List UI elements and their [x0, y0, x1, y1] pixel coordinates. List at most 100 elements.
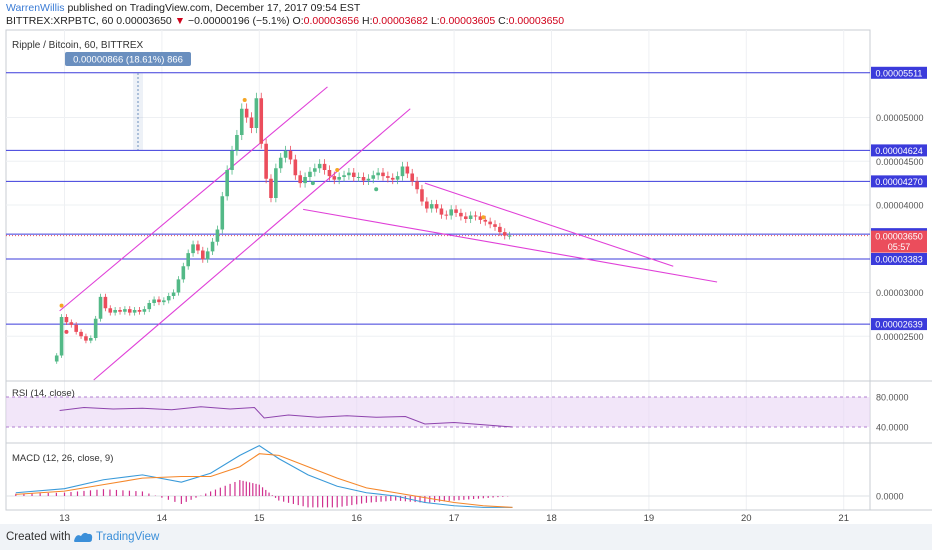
- candle-body: [196, 244, 200, 251]
- price-tick-label: 0.00003000: [876, 288, 924, 298]
- candle-body: [74, 324, 78, 332]
- time-tick-label: 16: [351, 513, 362, 524]
- time-tick-label: 19: [644, 513, 655, 524]
- change-value: −0.00000196 (−5.1%): [188, 15, 290, 27]
- candle-body: [425, 201, 429, 209]
- candle-body: [127, 309, 132, 313]
- candle-body: [356, 177, 361, 178]
- time-tick-label: 21: [838, 513, 849, 524]
- signal-marks: [59, 98, 486, 334]
- candle-body: [201, 250, 205, 260]
- trendline: [59, 86, 328, 312]
- macd-tick-label: 0.0000: [876, 492, 904, 502]
- current-price-tag: 0.00003650: [875, 232, 923, 242]
- chart-canvas[interactable]: 0.000055110.000046240.000042700.00003667…: [0, 0, 932, 524]
- level-price-tag-bg: [871, 252, 927, 265]
- candle-body: [79, 331, 83, 337]
- candle-body: [118, 310, 122, 312]
- candle-body: [488, 221, 492, 225]
- close-value: 0.00003650: [508, 15, 565, 27]
- candle-body: [220, 196, 225, 230]
- candle-body: [483, 219, 488, 222]
- candle-body: [468, 215, 473, 219]
- candle-body: [230, 150, 234, 170]
- candle-body: [454, 209, 458, 213]
- candle-body: [157, 299, 161, 303]
- macd-line: [15, 444, 513, 508]
- candle-body: [386, 176, 390, 178]
- signal-marker: [242, 98, 247, 102]
- signal-marker: [59, 303, 64, 308]
- candle-body: [313, 168, 317, 172]
- trendline: [93, 108, 411, 381]
- author-link[interactable]: WarrenWillis: [6, 2, 65, 14]
- candle-body: [420, 189, 424, 202]
- time-tick-label: 18: [546, 513, 557, 524]
- level-price-tag: 0.00003383: [875, 254, 923, 264]
- level-price-tag: 0.00002639: [875, 320, 923, 330]
- rsi-band: [6, 397, 870, 427]
- candle-body: [288, 150, 293, 160]
- candle-body: [473, 215, 478, 217]
- high-label: H:: [362, 15, 373, 27]
- macd-signal-line: [15, 453, 513, 508]
- measure-label: 0.00000866 (18.61%) 866: [73, 55, 183, 66]
- trendline: [424, 182, 674, 267]
- candle-body: [317, 163, 322, 169]
- candle-body: [332, 176, 337, 180]
- candle-body: [269, 178, 273, 198]
- level-price-tag-bg: [871, 144, 927, 157]
- candle-body: [303, 177, 307, 184]
- publish-line: WarrenWillis published on TradingView.co…: [6, 2, 360, 14]
- tradingview-logo-icon: [74, 532, 93, 542]
- candle-body: [264, 143, 268, 179]
- current-price-tag-bg: [871, 230, 927, 253]
- candle-body: [439, 208, 444, 215]
- candle-body: [308, 171, 312, 177]
- candle-body: [181, 266, 186, 280]
- price-tick-label: 0.00005000: [876, 113, 924, 123]
- footer: Created with TradingView: [0, 524, 932, 550]
- candle-body: [93, 318, 98, 338]
- level-price-tag: 0.00004624: [875, 146, 923, 156]
- candle-body: [381, 172, 385, 177]
- candle-body: [215, 229, 220, 242]
- candle-body: [449, 209, 453, 216]
- level-price-tag: 0.00005511: [876, 68, 923, 78]
- candle-body: [283, 150, 288, 158]
- tradingview-brand-link[interactable]: TradingView: [96, 531, 160, 543]
- candle-body: [210, 241, 215, 252]
- candle-body: [478, 216, 483, 220]
- candle-body: [410, 173, 415, 182]
- low-label: L:: [430, 15, 440, 27]
- candle-body: [113, 310, 117, 313]
- rsi-title: RSI (14, close): [12, 388, 75, 399]
- candle-body: [249, 117, 254, 128]
- candle-body: [186, 253, 190, 267]
- last-price: 0.00003650: [116, 15, 172, 27]
- time-tick-label: 20: [741, 513, 752, 524]
- created-with-label: Created with: [6, 531, 71, 543]
- candle-body: [390, 177, 395, 180]
- candle-body: [395, 176, 400, 180]
- candle-body: [69, 322, 74, 325]
- trendlines: [59, 86, 718, 381]
- candle-body: [108, 308, 113, 313]
- candles: [54, 92, 512, 364]
- candle-body: [293, 159, 298, 176]
- rsi-line: [59, 406, 513, 428]
- candle-body: [64, 317, 69, 323]
- candle-body: [347, 172, 351, 176]
- candle-body: [239, 108, 244, 135]
- change-arrow-icon: ▼: [174, 15, 186, 27]
- candle-body: [84, 336, 88, 341]
- candle-body: [98, 296, 103, 319]
- close-label: C:: [498, 15, 509, 27]
- candle-body: [405, 166, 410, 174]
- level-price-tag-bg: [871, 318, 927, 331]
- open-label: O:: [292, 15, 304, 27]
- plot-frame: [5, 29, 871, 511]
- time-axis-labels: 13 14 15 16 17 18 19 20 21: [59, 513, 849, 524]
- candle-body: [493, 224, 497, 227]
- candle-body: [166, 296, 171, 301]
